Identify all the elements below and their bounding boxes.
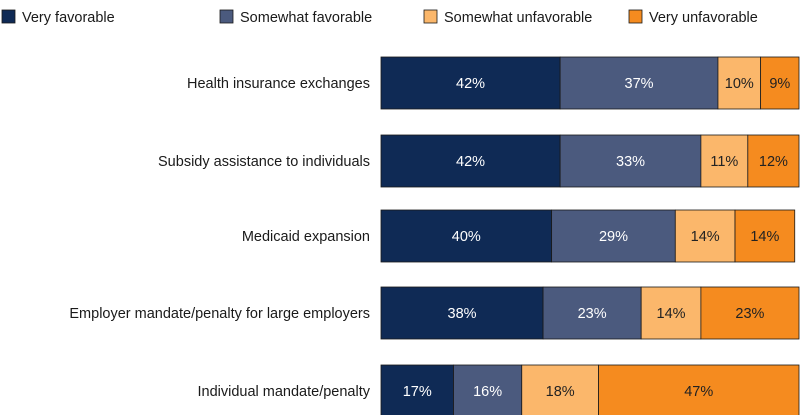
legend-swatch: [219, 9, 234, 24]
bar-segment: [559, 56, 719, 110]
data-label: 23%: [735, 306, 764, 322]
legend-label: Very unfavorable: [649, 10, 758, 26]
data-label: 16%: [473, 384, 502, 400]
bar-row: Individual mandate/penalty 17% 16% 18% 47%: [197, 364, 800, 418]
data-label: 17%: [403, 384, 432, 400]
data-label: 12%: [759, 154, 788, 170]
legend-swatch: [423, 9, 438, 24]
legend-item: Somewhat favorable: [219, 9, 372, 26]
bar-segment: [700, 134, 749, 188]
bar-segment: [559, 134, 702, 188]
legend-item: Very favorable: [1, 9, 115, 26]
data-label: 40%: [452, 229, 481, 245]
data-label: 18%: [546, 384, 575, 400]
bar-segment: [521, 364, 599, 418]
legend-label: Somewhat unfavorable: [444, 10, 592, 26]
data-label: 11%: [710, 154, 738, 170]
bar-segment: [598, 364, 800, 418]
bar-segment: [700, 286, 800, 340]
bar-row: Subsidy assistance to individuals 42% 33% 1…: [158, 134, 800, 188]
data-label: 37%: [625, 76, 654, 92]
bar-segment: [747, 134, 800, 188]
data-label: 38%: [448, 306, 477, 322]
bar-segment: [380, 56, 561, 110]
plot-area: Health insurance exchanges 42% 37% 10% 9% Sub…: [69, 56, 800, 418]
legend-swatch: [628, 9, 643, 24]
data-label: 47%: [684, 384, 713, 400]
bar-segment: [380, 209, 553, 263]
bar-segment: [717, 56, 762, 110]
category-label: Health insurance exchanges: [187, 76, 370, 92]
data-label: 14%: [691, 229, 720, 245]
bar-row: Employer mandate/penalty for large emplo…: [69, 286, 800, 340]
category-label: Subsidy assistance to individuals: [158, 154, 370, 170]
legend-item: Very unfavorable: [628, 9, 758, 26]
bar-segment: [380, 134, 561, 188]
bar-row: Health insurance exchanges 42% 37% 10% 9%: [187, 56, 800, 110]
bar-segment: [760, 56, 800, 110]
bar-segment: [542, 286, 642, 340]
legend-swatch: [1, 9, 16, 24]
data-label: 14%: [657, 306, 686, 322]
legend-label: Very favorable: [22, 10, 115, 26]
data-label: 14%: [750, 229, 779, 245]
bar-segment: [380, 286, 544, 340]
category-label: Medicaid expansion: [242, 229, 370, 245]
bar-segment: [551, 209, 676, 263]
data-label: 33%: [616, 154, 645, 170]
data-label: 9%: [769, 76, 790, 92]
data-label: 23%: [578, 306, 607, 322]
bar-row: Medicaid expansion 40% 29% 14% 14%: [242, 209, 796, 263]
bar-segment: [734, 209, 796, 263]
bar-segment: [453, 364, 523, 418]
legend: Very favorable Somewhat favorable Somewhat…: [1, 9, 758, 26]
bar-segment: [380, 364, 454, 418]
data-label: 29%: [599, 229, 628, 245]
legend-label: Somewhat favorable: [240, 10, 372, 26]
legend-item: Somewhat unfavorable: [423, 9, 592, 26]
category-label: Individual mandate/penalty: [197, 384, 370, 400]
category-label: Employer mandate/penalty for large emplo…: [69, 306, 370, 322]
data-label: 10%: [725, 76, 754, 92]
data-label: 42%: [456, 76, 485, 92]
data-label: 42%: [456, 154, 485, 170]
